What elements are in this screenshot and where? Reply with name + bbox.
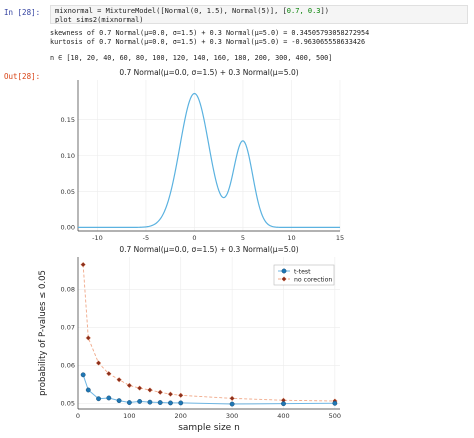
x-tick-label: 15	[336, 234, 344, 241]
kurtosis-line: kurtosis of 0.7 Normal(μ=0.0, σ=1.5) + 0…	[50, 37, 366, 46]
legend-t-test-label: t-test	[294, 268, 311, 275]
t-test-point	[96, 396, 101, 402]
code-line-2: plot_sims2(mixnormal)	[55, 15, 144, 24]
t-test-point	[106, 395, 112, 401]
no-corection-point	[116, 376, 122, 383]
t-test-point	[178, 400, 184, 406]
input-prompt: In [28]:	[4, 8, 41, 17]
y-axis-label: probability of P-values ≤ 0.05	[38, 270, 48, 396]
no-corection-point	[80, 261, 86, 268]
chart-title: 0.7 Normal(μ=0.0, σ=1.5) + 0.3 Normal(μ=…	[119, 68, 298, 77]
y-tick-label: 0.07	[61, 324, 75, 332]
x-tick-label: -5	[143, 234, 149, 241]
x-tick-label: 0	[192, 234, 196, 241]
code-cell[interactable]: mixnormal = MixtureModel([Normal(0, 1.5)…	[50, 5, 468, 24]
no-corection-point	[167, 391, 174, 397]
legend-box	[273, 264, 335, 286]
y-tick-label: 0.10	[61, 152, 75, 160]
no-corection-point	[136, 385, 143, 391]
no-corection-point	[229, 395, 235, 402]
legend-no-corection-label: no corection	[294, 276, 332, 283]
t-test-point	[229, 401, 235, 407]
no-corection-point	[147, 387, 153, 393]
no-corection-point	[85, 335, 92, 341]
legend-t-test-marker	[281, 268, 287, 274]
x-tick-label: 400	[277, 412, 289, 420]
t-test-point	[85, 387, 91, 393]
x-tick-label: 500	[329, 412, 341, 420]
density-line	[78, 92, 340, 228]
y-tick-label: 0.00	[61, 224, 75, 232]
no-corection-point	[126, 382, 133, 389]
no-corection-point	[106, 370, 112, 377]
t-test-point	[332, 400, 338, 406]
t-test-point	[80, 372, 86, 378]
y-tick-label: 0.05	[61, 400, 75, 408]
skewness-line: skewness of 0.7 Normal(μ=0.0, σ=1.5) + 0…	[50, 29, 370, 37]
stdout-output: skewness of 0.7 Normal(μ=0.0, σ=1.5) + 0…	[50, 29, 470, 63]
t-test-point	[168, 400, 173, 406]
chart-title: 0.7 Normal(μ=0.0, σ=1.5) + 0.3 Normal(μ=…	[119, 245, 298, 254]
no-corection-point	[177, 392, 184, 399]
x-tick-label: 10	[287, 234, 295, 241]
t-test-point	[116, 398, 122, 404]
y-tick-label: 0.08	[61, 286, 75, 294]
y-tick-label: 0.15	[61, 116, 75, 124]
code-line-1: mixnormal = MixtureModel([Normal(0, 1.5)…	[55, 7, 329, 15]
x-tick-label: -10	[92, 234, 103, 241]
no-corection-point	[95, 360, 102, 366]
x-tick-label: 100	[123, 412, 135, 420]
x-tick-label: 5	[241, 234, 245, 241]
t-test-point	[157, 400, 163, 405]
x-axis-label: sample size n	[178, 423, 240, 433]
density-chart: 0.7 Normal(μ=0.0, σ=1.5) + 0.3 Normal(μ=…	[61, 68, 345, 241]
t-test-point	[137, 398, 143, 404]
no-corection-point	[157, 389, 163, 396]
x-tick-label: 300	[226, 412, 238, 420]
output-prompt: Out[28]:	[4, 72, 41, 81]
x-tick-label: 200	[175, 412, 187, 420]
sample-sizes-line: n ∈ [10, 20, 40, 60, 80, 100, 120, 140, …	[50, 54, 333, 63]
t-test-point	[147, 399, 153, 405]
t-test-point	[126, 400, 132, 405]
t-test-point	[281, 401, 286, 407]
y-tick-label: 0.06	[61, 362, 75, 370]
y-tick-label: 0.05	[61, 188, 75, 196]
pvalue-chart: 0.7 Normal(μ=0.0, σ=1.5) + 0.3 Normal(μ=…	[38, 245, 341, 433]
legend-no-corection-marker	[281, 276, 287, 282]
x-tick-label: 0	[76, 412, 80, 420]
